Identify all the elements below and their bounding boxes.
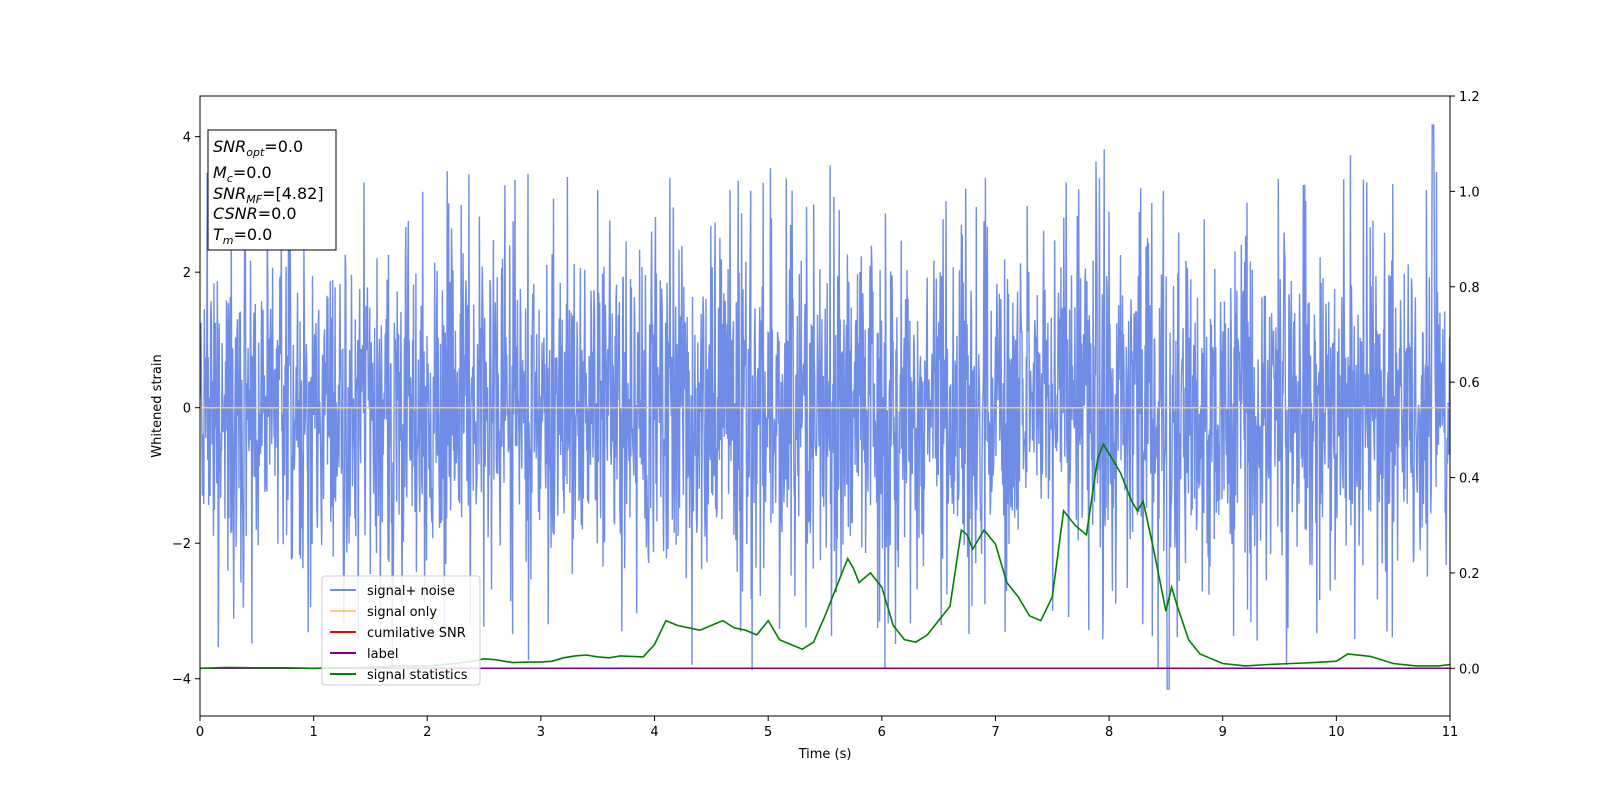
info-snr-opt-sub: opt bbox=[246, 146, 265, 159]
legend-signal-only: signal only bbox=[330, 605, 437, 620]
x-axis-label: Time (s) bbox=[798, 747, 852, 762]
info-snr-mf: SNRMF=[4.82] bbox=[213, 184, 324, 206]
info-tm-base: T bbox=[213, 225, 224, 244]
x-tick-label: 9 bbox=[1219, 725, 1227, 740]
info-snr-mf-base: SNR bbox=[213, 184, 246, 203]
y-axis-label: Whitened strain bbox=[150, 354, 165, 457]
x-tick-label: 2 bbox=[423, 725, 431, 740]
info-snr-mf-sub: MF bbox=[246, 193, 262, 206]
info-tm-value: =0.0 bbox=[234, 225, 273, 244]
info-box-frame bbox=[207, 129, 337, 251]
y2-tick-label: 0.2 bbox=[1459, 567, 1480, 582]
y-tick-label: 4 bbox=[183, 131, 191, 146]
y2-tick-label: 1.0 bbox=[1459, 185, 1480, 200]
legend-cumilative-snr: cumilative SNR bbox=[330, 626, 466, 641]
x-axis: 0 1 2 3 4 5 6 7 8 9 10 11 bbox=[196, 716, 1458, 740]
info-snr-opt-base: SNR bbox=[213, 137, 246, 156]
x-tick-label: 10 bbox=[1328, 725, 1345, 740]
legend-signal-plus-noise: signal+ noise bbox=[330, 584, 455, 599]
legend-signal-only-text: signal only bbox=[367, 605, 437, 620]
info-tm-sub: m bbox=[223, 234, 234, 247]
legend-cumilative-snr-text: cumilative SNR bbox=[367, 626, 466, 641]
y2-tick-label: 0.4 bbox=[1459, 472, 1480, 487]
info-mc-sub: c bbox=[227, 172, 233, 185]
x-tick-label: 4 bbox=[650, 725, 658, 740]
legend-signal-statistics: signal statistics bbox=[330, 668, 468, 683]
y-axis-right: 0.0 0.2 0.4 0.6 0.8 1.0 1.2 bbox=[1450, 90, 1480, 677]
y2-tick-label: 0.8 bbox=[1459, 281, 1480, 296]
info-mc: Mc=0.0 bbox=[213, 163, 272, 185]
x-tick-label: 1 bbox=[309, 725, 317, 740]
x-tick-label: 7 bbox=[991, 725, 999, 740]
y2-tick-label: 0.0 bbox=[1459, 662, 1480, 677]
legend-signal-plus-noise-text: signal+ noise bbox=[367, 584, 455, 599]
x-tick-label: 3 bbox=[537, 725, 545, 740]
info-mc-value: =0.0 bbox=[233, 163, 272, 182]
info-snr-opt-value: =0.0 bbox=[264, 137, 303, 156]
info-snr-opt: SNRopt=0.0 bbox=[213, 137, 303, 159]
x-tick-label: 5 bbox=[764, 725, 772, 740]
x-tick-label: 0 bbox=[196, 725, 204, 740]
info-csnr-value: =0.0 bbox=[258, 204, 297, 223]
x-tick-label: 11 bbox=[1442, 725, 1459, 740]
y-tick-label: 0 bbox=[183, 402, 191, 417]
info-tm: Tm=0.0 bbox=[213, 225, 272, 247]
y2-tick-label: 0.6 bbox=[1459, 376, 1480, 391]
legend-signal-statistics-text: signal statistics bbox=[367, 668, 468, 683]
y-tick-label: −2 bbox=[172, 537, 191, 552]
legend-label: label bbox=[330, 647, 398, 662]
info-csnr: CSNR=0.0 bbox=[213, 204, 297, 223]
info-snr-mf-value: =[4.82] bbox=[262, 184, 324, 203]
y-axis-left: −4 −2 0 2 4 bbox=[172, 131, 200, 688]
signal-plus-noise-line bbox=[200, 124, 1450, 690]
x-tick-label: 8 bbox=[1105, 725, 1113, 740]
info-mc-base: M bbox=[213, 163, 227, 182]
info-box: SNRopt=0.0 Mc=0.0 SNRMF=[4.82] CSNR=0.0 … bbox=[207, 129, 337, 251]
legend-frame bbox=[321, 575, 481, 686]
y2-tick-label: 1.2 bbox=[1459, 90, 1480, 105]
y-tick-label: −4 bbox=[172, 673, 191, 688]
legend-label-text: label bbox=[367, 647, 398, 662]
x-tick-label: 6 bbox=[878, 725, 886, 740]
signal-statistics-line bbox=[200, 442, 1450, 670]
legend: signal+ noise signal only cumilative SNR la… bbox=[321, 575, 481, 686]
axes-frame bbox=[199, 95, 1451, 717]
y-tick-label: 2 bbox=[183, 266, 191, 281]
info-csnr-base: CSNR bbox=[213, 204, 258, 223]
